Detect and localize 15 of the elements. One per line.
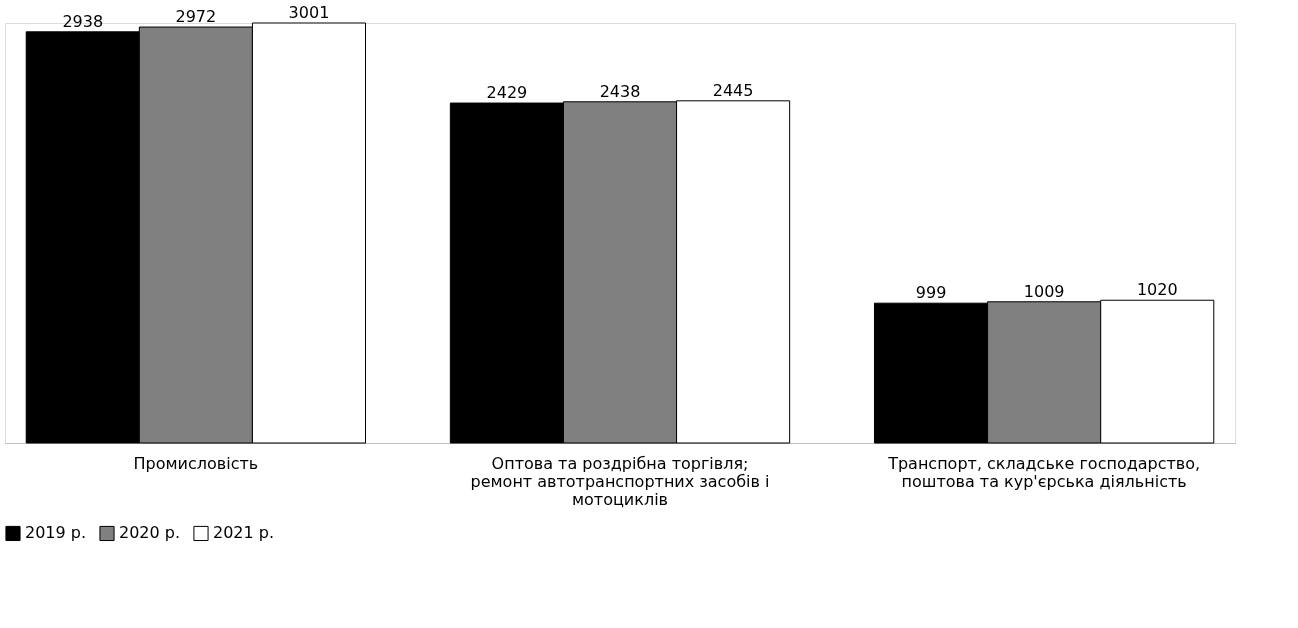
x-tick-label: Оптова та роздрібна торгівля; ремонт автотранспортних засобів і мотоциклів [470,453,770,509]
data-label: 2938 [62,11,104,31]
data-label: 2445 [712,80,754,100]
x-tick-label: Транспорт, складське господарство, поштова та кур'єрська діяльність [887,453,1201,491]
legend-label: 2019 р. [25,523,87,543]
data-label: 3001 [288,3,330,22]
data-label: 2972 [175,7,217,27]
legend-label: 2020 р. [119,523,181,543]
data-label: 1020 [1136,280,1178,300]
legend-label: 2021 р. [213,523,275,543]
data-label: 1009 [1023,281,1065,301]
x-tick-label: Промисловість [133,453,259,473]
data-label: 2429 [486,83,528,103]
data-label: 999 [915,283,947,303]
data-label: 2438 [599,81,641,101]
